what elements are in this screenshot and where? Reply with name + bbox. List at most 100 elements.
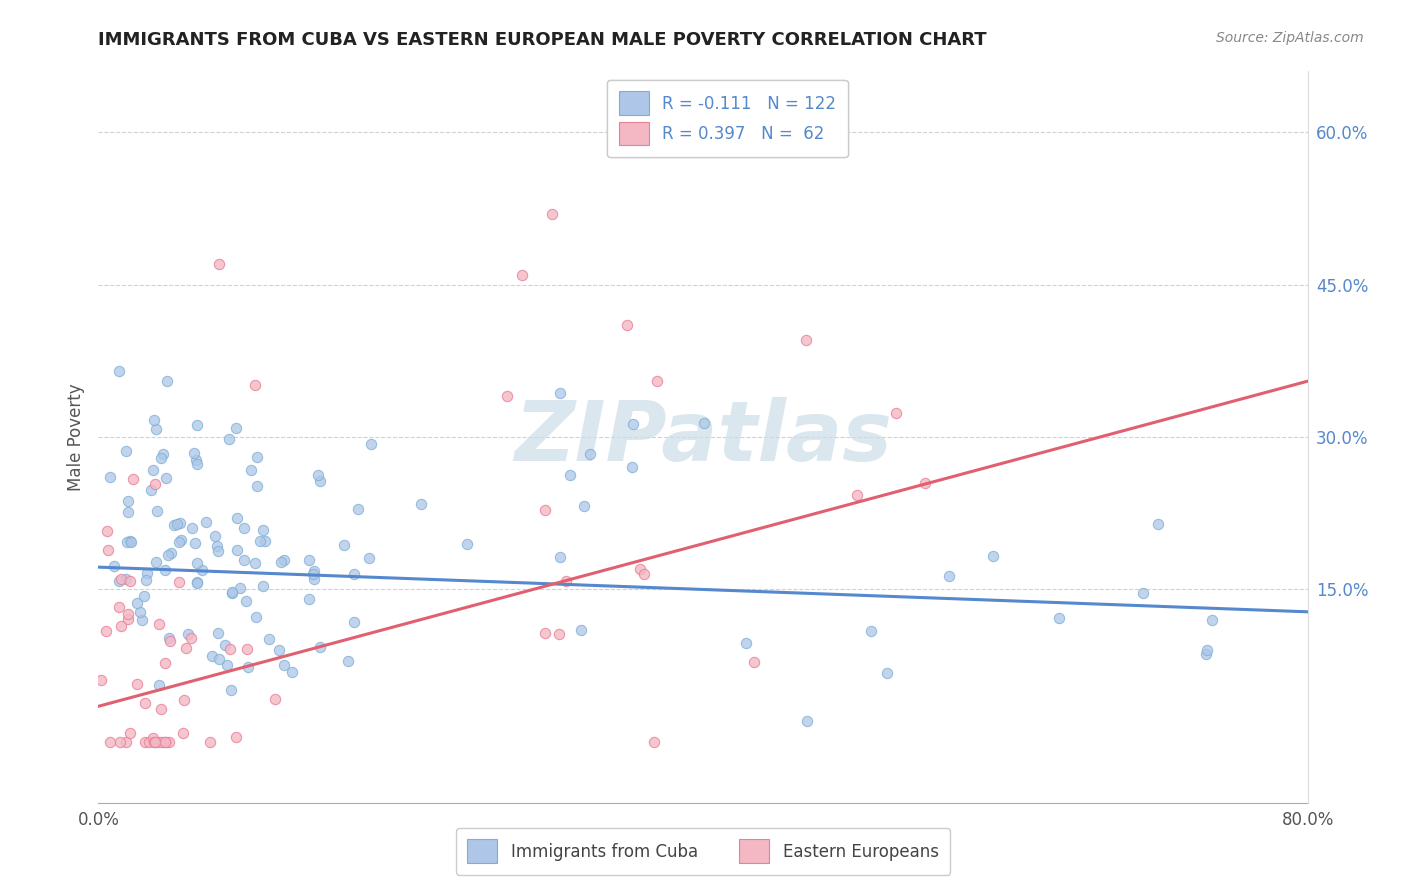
Point [186,556,208,570]
Point [332,538,354,552]
Point [205,539,228,553]
Point [152,735,174,749]
Point [1047,611,1070,625]
Point [884,406,907,420]
Point [180,521,202,535]
Point [1132,586,1154,600]
Point [214,638,236,652]
Point [117,612,139,626]
Point [226,510,249,524]
Point [145,555,167,569]
Point [146,504,169,518]
Point [572,499,595,513]
Point [90,673,112,687]
Point [298,553,321,567]
Point [219,682,242,697]
Point [169,575,191,590]
Point [96,624,118,638]
Point [534,502,557,516]
Legend: Immigrants from Cuba, Eastern Europeans: Immigrants from Cuba, Eastern Europeans [456,828,950,875]
Point [302,572,325,586]
Point [135,573,157,587]
Point [207,543,229,558]
Point [846,488,869,502]
Legend: R = -0.111   N = 122, R = 0.397   N =  62: R = -0.111 N = 122, R = 0.397 N = 62 [607,79,848,157]
Point [735,636,758,650]
Point [620,459,643,474]
Point [172,725,194,739]
Point [548,627,571,641]
Point [159,634,181,648]
Point [1195,643,1218,657]
Point [1201,613,1223,627]
Point [914,476,936,491]
Point [245,609,267,624]
Point [169,516,191,531]
Point [246,478,269,492]
Point [243,378,266,392]
Point [307,467,329,482]
Point [228,582,250,596]
Point [143,735,166,749]
Text: Source: ZipAtlas.com: Source: ZipAtlas.com [1216,31,1364,45]
Point [273,658,295,673]
Point [117,506,139,520]
Point [309,640,332,655]
Point [643,735,665,749]
Point [107,574,129,588]
Point [226,542,249,557]
Point [263,691,285,706]
Point [180,631,202,645]
Point [269,643,291,657]
Point [219,641,242,656]
Point [540,206,562,220]
Point [308,475,330,489]
Point [134,589,156,603]
Point [117,493,139,508]
Point [98,470,121,484]
Point [97,542,120,557]
Point [142,731,165,746]
Point [125,677,148,691]
Point [186,417,208,432]
Point [118,574,141,589]
Point [129,606,152,620]
Point [298,591,321,606]
Point [938,569,960,583]
Point [148,617,170,632]
Point [155,735,177,749]
Point [201,649,224,664]
Point [157,632,180,646]
Point [233,553,256,567]
Point [169,533,191,548]
Point [742,655,765,669]
Point [186,574,208,589]
Point [1195,647,1218,661]
Point [177,627,200,641]
Point [558,467,581,482]
Point [693,417,716,431]
Point [160,546,183,560]
Point [249,534,271,549]
Point [215,657,238,672]
Point [302,567,325,582]
Point [628,562,651,576]
Point [198,735,221,749]
Point [359,551,381,566]
Point [155,735,177,749]
Point [252,523,274,537]
Point [208,652,231,666]
Point [186,452,208,467]
Point [555,574,578,589]
Point [98,735,121,749]
Point [134,735,156,749]
Point [235,593,257,607]
Point [204,528,226,542]
Point [246,450,269,464]
Point [548,385,571,400]
Point [176,640,198,655]
Point [616,318,638,333]
Point [142,413,165,427]
Point [208,257,231,271]
Point [645,374,668,388]
